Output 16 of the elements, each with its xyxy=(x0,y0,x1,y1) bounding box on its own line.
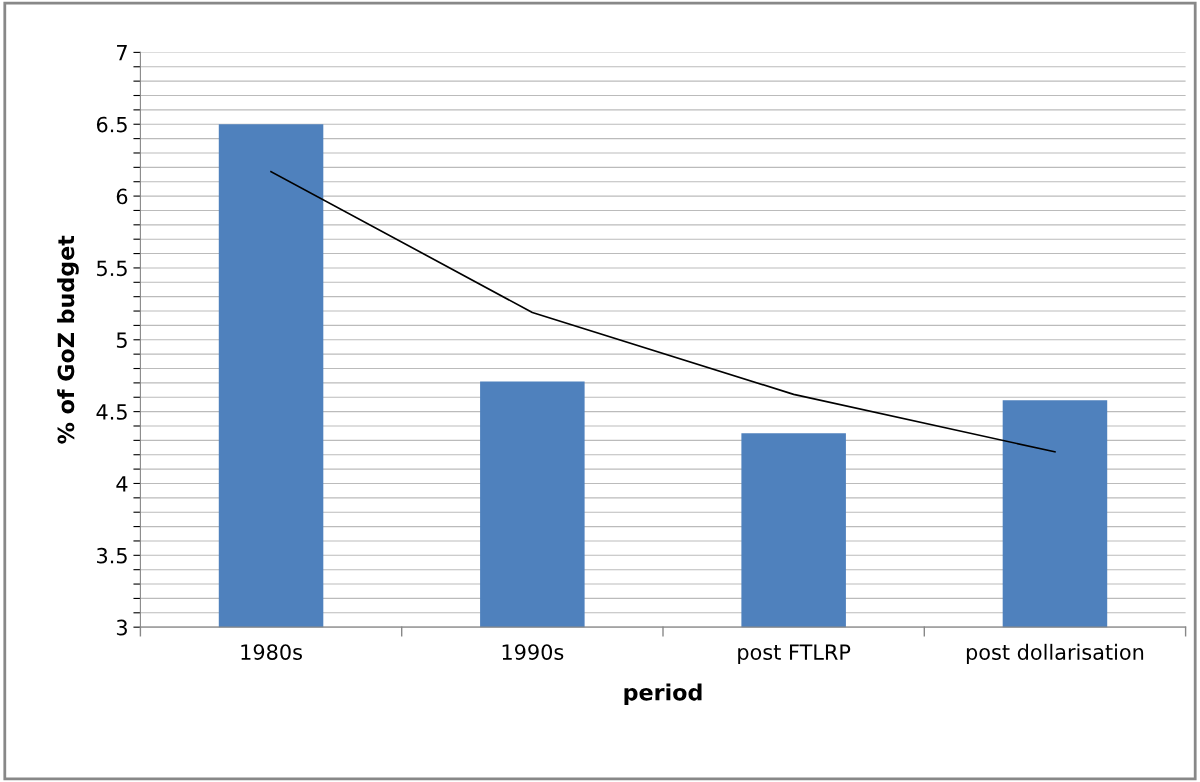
y-tick-label: 4.5 xyxy=(96,404,127,420)
x-tick-label: 1990s xyxy=(502,644,564,660)
y-axis-title: % of GoZ budget xyxy=(57,235,79,444)
y-tick-label: 5.5 xyxy=(97,260,127,277)
y-tick-label: 6 xyxy=(116,188,128,205)
y-tick-label: 3 xyxy=(116,619,127,636)
y-tick-label: 7 xyxy=(117,45,127,61)
line-series xyxy=(270,170,1056,453)
y-tick-label: 6.5 xyxy=(96,116,127,133)
x-tick-label: post dollarisation xyxy=(966,643,1144,664)
x-axis-title: period xyxy=(624,683,702,705)
y-tick-label: 5 xyxy=(116,332,127,348)
x-tick-label: post FTLRP xyxy=(738,644,851,664)
y-tick-label: 4 xyxy=(116,476,128,492)
x-tick-label: 1980s xyxy=(241,644,302,660)
y-tick-label: 3.5 xyxy=(97,547,127,564)
